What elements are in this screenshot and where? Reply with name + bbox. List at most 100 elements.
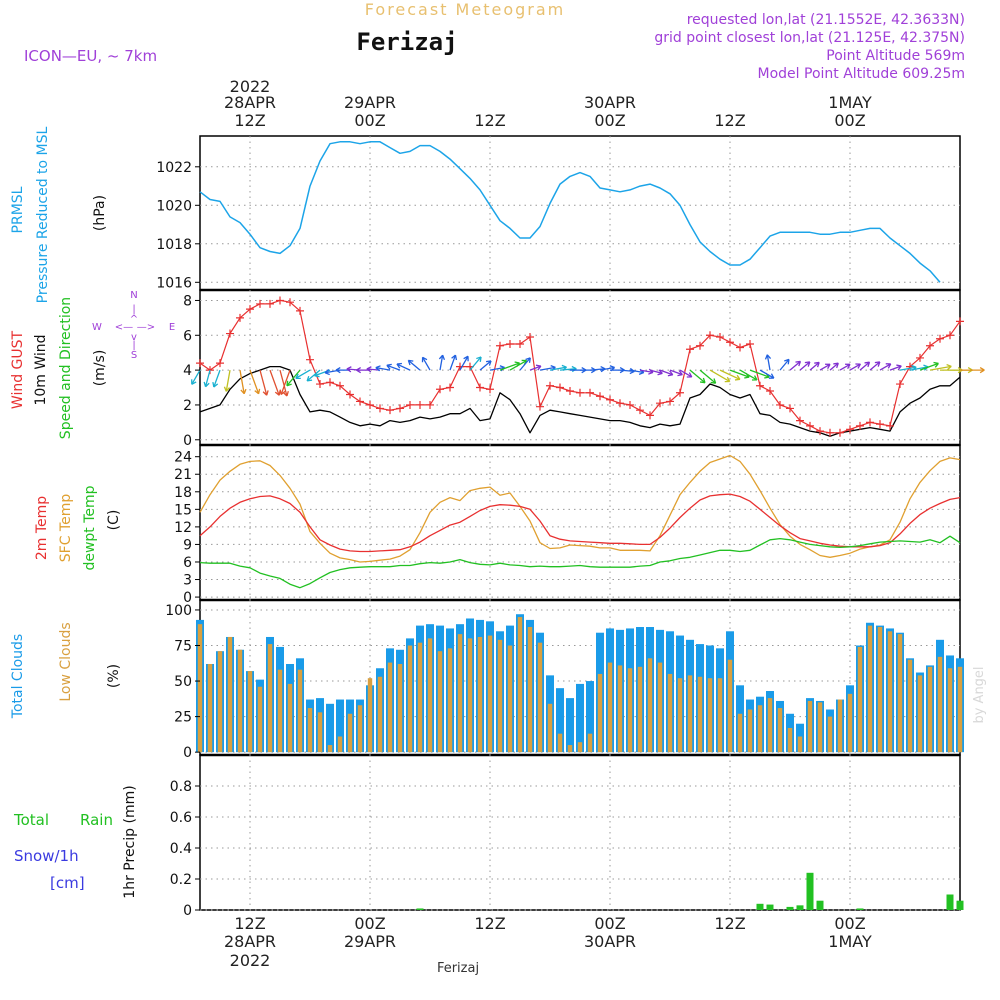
tick-label: 0.2 <box>170 872 192 888</box>
bottom-time-label: 12Z <box>714 914 745 933</box>
precip-labels: Total Rain Snow/1h [cm] 1hr Precip (mm) <box>13 785 138 898</box>
top-time-label: 29APR <box>344 93 396 112</box>
low-cloud-bar <box>328 745 332 752</box>
compass-east: E <box>169 322 175 333</box>
low-cloud-bar <box>648 658 652 752</box>
panel-frame-temp <box>200 445 960 600</box>
low-cloud-bar <box>218 651 222 752</box>
bottom-time-label: 12Z <box>474 914 505 933</box>
gust-marker <box>626 401 634 409</box>
precip-bar <box>417 908 424 910</box>
gust-marker <box>636 406 644 414</box>
clouds-unit: (%) <box>106 664 122 688</box>
low-cloud-bar <box>888 631 892 752</box>
gust-marker <box>446 384 454 392</box>
low-cloud-bar <box>468 638 472 752</box>
gust-marker <box>596 392 604 400</box>
precip-bar <box>817 901 824 910</box>
low-cloud-bar <box>768 698 772 752</box>
gust-marker <box>586 389 594 397</box>
low-cloud-bar <box>318 712 322 752</box>
top-time-axis: 202228APR12Z29APR00Z 12Z30APR00Z 12Z1MAY00… <box>224 77 872 130</box>
gust-marker <box>876 420 884 428</box>
point-altitude: Point Altitude 569m <box>826 48 965 64</box>
low-cloud-bar <box>358 705 362 752</box>
low-cloud-bar <box>928 667 932 752</box>
low-cloud-bar <box>348 714 352 752</box>
low-cloud-bar <box>528 627 532 752</box>
tick-label: 25 <box>174 710 192 726</box>
low-cloud-bar <box>418 643 422 752</box>
wind-unit: (m/s) <box>92 350 108 387</box>
wind-arrow <box>270 370 279 395</box>
low-cloud-bar <box>498 640 502 752</box>
temp-dewpt-label: dewpt Temp <box>82 485 98 570</box>
top-time-label: 1MAY <box>828 93 872 112</box>
gust-marker <box>836 429 844 437</box>
low-cloud-bar <box>538 643 542 752</box>
low-cloud-bar <box>598 674 602 752</box>
low-cloud-bar <box>438 651 442 752</box>
compass-north: N <box>130 290 137 301</box>
low-cloud-bar <box>948 668 952 752</box>
low-cloud-bar <box>828 717 832 753</box>
precip-bar <box>807 873 814 910</box>
meteogram-chart: Forecast Meteogram Ferizaj ICON—EU, ~ 7k… <box>0 0 1000 1000</box>
bottom-time-label: 30APR <box>584 932 636 951</box>
top-time-label: 28APR <box>224 93 276 112</box>
tick-label: 75 <box>174 639 192 655</box>
closest-coords: grid point closest lon,lat (21.125E, 42.… <box>654 30 965 46</box>
bottom-time-label: 00Z <box>594 914 625 933</box>
low-cloud-bar <box>678 678 682 752</box>
low-cloud-bar <box>398 664 402 752</box>
wind-arrow <box>408 360 420 370</box>
gust-marker <box>426 401 434 409</box>
low-cloud-bar <box>378 677 382 752</box>
gust-marker <box>316 380 324 388</box>
top-time-label: 12Z <box>714 111 745 130</box>
series-2m-temp <box>200 494 960 551</box>
axis-ticks: 1016101810201022024680369121518212402550… <box>156 160 200 919</box>
low-cloud-bar <box>278 670 282 752</box>
gust-marker <box>576 389 584 397</box>
low-cloud-bar <box>258 687 262 752</box>
low-cloud-bar <box>918 675 922 752</box>
low-cloud-bar <box>388 663 392 753</box>
low-cloud-bar <box>708 678 712 752</box>
tick-label: 0 <box>183 903 192 919</box>
tick-label: 6 <box>183 555 192 571</box>
top-time-label: 00Z <box>354 111 385 130</box>
low-cloud-bar <box>668 674 672 752</box>
top-time-label: 12Z <box>234 111 265 130</box>
top-time-label: 00Z <box>594 111 625 130</box>
low-clouds-label: Low Clouds <box>58 622 74 701</box>
low-cloud-bar <box>878 627 882 752</box>
low-cloud-bar <box>728 660 732 752</box>
low-cloud-bar <box>548 704 552 752</box>
location-title: Ferizaj <box>356 28 457 56</box>
gust-marker <box>766 387 774 395</box>
low-cloud-bar <box>208 664 212 752</box>
tick-label: 100 <box>165 603 192 619</box>
gust-marker <box>516 340 524 348</box>
gust-marker <box>376 404 384 412</box>
precip-bar <box>767 905 774 910</box>
gust-marker <box>256 300 264 308</box>
bottom-time-label: 28APR <box>224 932 276 951</box>
bottom-time-label: 1MAY <box>828 932 872 951</box>
total-clouds-label: Total Clouds <box>10 634 26 719</box>
compass-south: S <box>131 350 137 361</box>
wind-arrow <box>470 357 481 370</box>
gust-marker <box>776 401 784 409</box>
low-cloud-bar <box>308 708 312 752</box>
gust-marker <box>936 335 944 343</box>
precip-bar <box>757 904 764 910</box>
grid-lines <box>200 136 960 910</box>
low-cloud-bar <box>558 734 562 752</box>
gust-marker <box>726 338 734 346</box>
low-cloud-bar <box>408 646 412 753</box>
tick-label: 0.4 <box>170 841 192 857</box>
low-cloud-bar <box>858 647 862 752</box>
gust-marker <box>736 343 744 351</box>
tick-label: 15 <box>174 502 192 518</box>
